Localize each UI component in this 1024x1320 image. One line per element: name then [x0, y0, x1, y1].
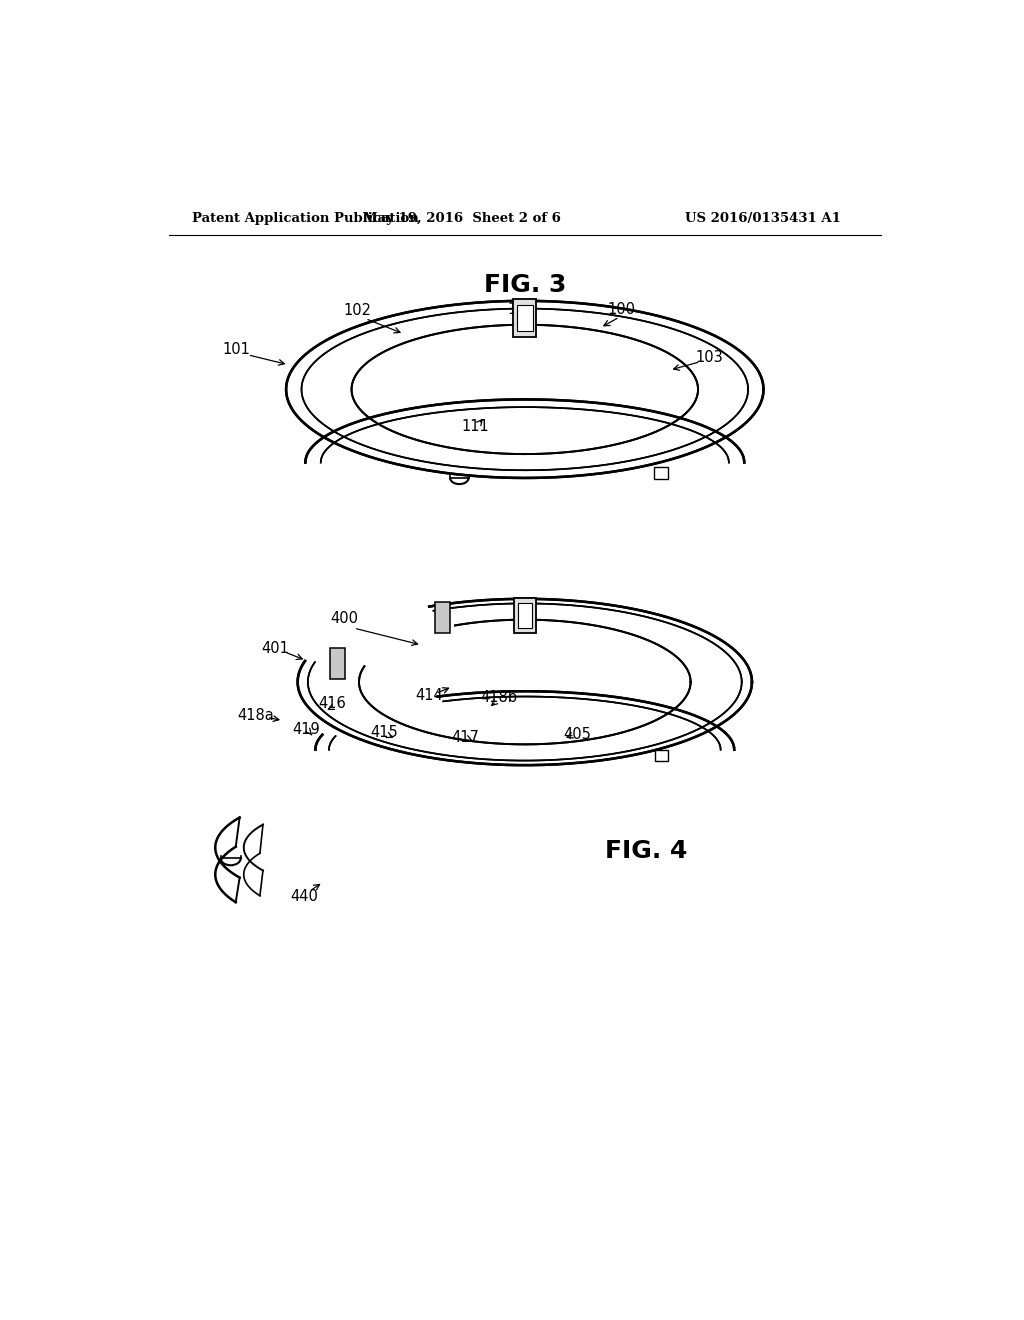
Text: 405: 405: [563, 727, 591, 742]
Text: 416: 416: [318, 696, 346, 711]
Text: May 19, 2016  Sheet 2 of 6: May 19, 2016 Sheet 2 of 6: [362, 213, 560, 224]
Text: 401: 401: [261, 640, 289, 656]
Polygon shape: [215, 817, 240, 903]
FancyBboxPatch shape: [330, 648, 345, 678]
Text: 102: 102: [344, 304, 372, 318]
Text: 101: 101: [223, 342, 251, 356]
FancyBboxPatch shape: [517, 305, 532, 331]
Text: 111: 111: [462, 418, 489, 434]
Text: 418b: 418b: [480, 690, 517, 705]
Text: 414: 414: [416, 688, 443, 704]
FancyBboxPatch shape: [514, 598, 536, 634]
Text: US 2016/0135431 A1: US 2016/0135431 A1: [685, 213, 841, 224]
Polygon shape: [298, 599, 752, 766]
FancyBboxPatch shape: [435, 602, 451, 634]
Bar: [655, 750, 668, 762]
Bar: [654, 467, 668, 479]
Text: 100: 100: [608, 302, 636, 317]
FancyBboxPatch shape: [513, 298, 537, 337]
Text: 440: 440: [290, 888, 317, 904]
Text: FIG. 3: FIG. 3: [483, 273, 566, 297]
Text: 419: 419: [292, 722, 319, 738]
Text: FIG. 4: FIG. 4: [605, 840, 688, 863]
FancyBboxPatch shape: [518, 603, 531, 628]
Text: 415: 415: [371, 725, 398, 741]
Text: Patent Application Publication: Patent Application Publication: [193, 213, 419, 224]
Polygon shape: [298, 599, 752, 750]
Polygon shape: [215, 817, 263, 878]
Text: 112: 112: [508, 302, 536, 317]
Polygon shape: [286, 301, 764, 462]
Text: 400: 400: [331, 611, 358, 627]
Polygon shape: [286, 301, 764, 478]
Text: 418a: 418a: [237, 709, 273, 723]
Text: 103: 103: [695, 350, 724, 364]
Text: 417: 417: [452, 730, 479, 744]
